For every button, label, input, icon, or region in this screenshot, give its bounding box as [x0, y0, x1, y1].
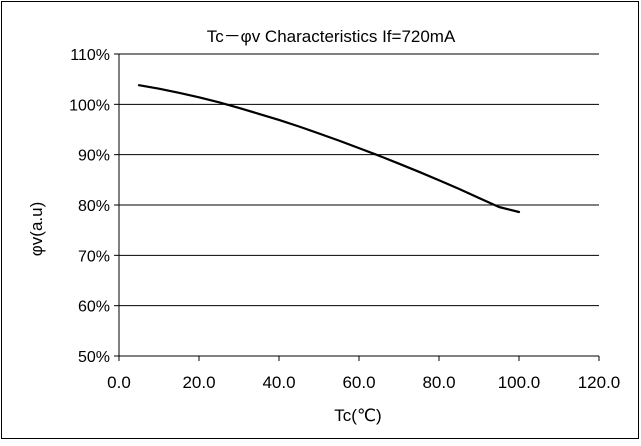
x-tick-label: 60.0	[342, 373, 375, 392]
x-tick-label: 120.0	[578, 373, 621, 392]
grid-lines	[119, 53, 599, 307]
x-tick-label: 100.0	[498, 373, 541, 392]
y-tick-label: 60%	[78, 299, 110, 316]
x-tick-label: 0.0	[107, 373, 131, 392]
series-line	[137, 84, 521, 214]
chart-title: Tc－φv Characteristics If=720mA	[207, 27, 456, 46]
x-tick-label: 40.0	[262, 373, 295, 392]
y-tick-label: 80%	[78, 198, 110, 215]
chart-border	[1, 1, 639, 439]
y-axis-label: φv(a.u)	[27, 202, 46, 256]
y-tick-label: 70%	[78, 248, 110, 265]
y-tick-label: 100%	[69, 97, 110, 114]
x-axis-label: Tc(℃)	[334, 406, 381, 425]
tick-labels: 50% 60% 70% 80% 90% 100% 110% 0.0 20.0 40.0 60.0 80…	[69, 47, 620, 392]
x-tick-label: 20.0	[182, 373, 215, 392]
x-tick-label: 80.0	[422, 373, 455, 392]
axes	[114, 53, 600, 361]
y-tick-label: 110%	[70, 47, 110, 64]
y-tick-label: 50%	[78, 349, 110, 366]
y-tick-label: 90%	[78, 148, 110, 165]
series-layer	[137, 84, 521, 214]
